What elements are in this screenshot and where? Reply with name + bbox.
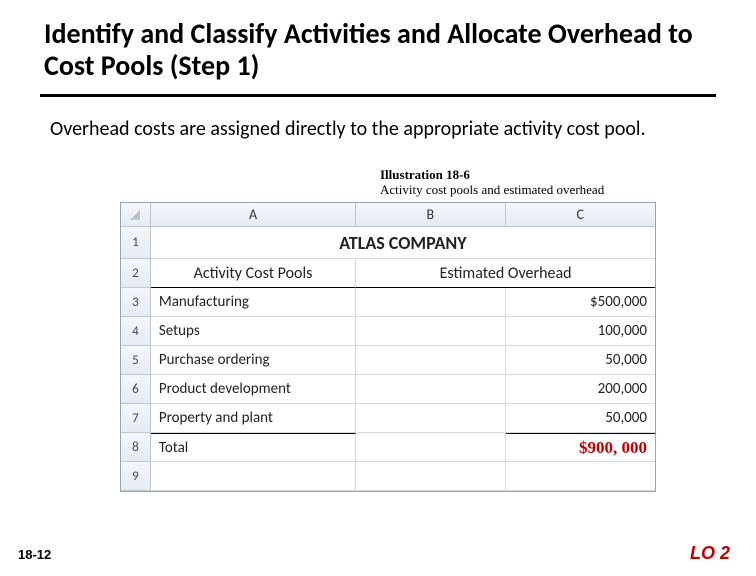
- learning-objective: LO 2: [690, 543, 730, 564]
- empty-cell: [506, 462, 655, 491]
- table-row-total: 8 Total $900, 000: [121, 433, 655, 462]
- table-row: 2 Activity Cost Pools Estimated Overhead: [121, 259, 655, 288]
- slide-title: Identify and Classify Activities and All…: [0, 0, 756, 90]
- illustration-desc: Activity cost pools and estimated overhe…: [380, 183, 604, 198]
- overhead-value: 100,000: [506, 317, 655, 346]
- col-header-a[interactable]: A: [151, 203, 356, 226]
- pool-name: Setups: [151, 317, 356, 346]
- table-row: 6 Product development 200,000: [121, 375, 655, 404]
- row-header[interactable]: 8: [121, 433, 151, 462]
- pool-name: Purchase ordering: [151, 346, 356, 375]
- select-all-corner[interactable]: [121, 203, 151, 226]
- table-row: 9: [121, 462, 655, 491]
- empty-cell: [356, 404, 505, 433]
- empty-cell: [356, 375, 505, 404]
- overhead-value: 50,000: [506, 404, 655, 433]
- column-header-row: A B C: [121, 203, 655, 227]
- column-label-overhead: Estimated Overhead: [356, 259, 655, 288]
- col-header-b[interactable]: B: [356, 203, 505, 226]
- empty-cell: [356, 288, 505, 317]
- page-number: 18-12: [18, 547, 51, 562]
- illustration-caption: Illustration 18-6 Activity cost pools an…: [380, 168, 604, 198]
- overhead-value: $500,000: [506, 288, 655, 317]
- row-header[interactable]: 5: [121, 346, 151, 375]
- pool-name: Property and plant: [151, 404, 356, 433]
- total-value: $900, 000: [506, 433, 655, 462]
- overhead-value: 200,000: [506, 375, 655, 404]
- table-row: 1 ATLAS COMPANY: [121, 227, 655, 259]
- empty-cell: [356, 433, 505, 462]
- table-row: 5 Purchase ordering 50,000: [121, 346, 655, 375]
- row-header[interactable]: 7: [121, 404, 151, 433]
- empty-cell: [356, 346, 505, 375]
- row-header[interactable]: 2: [121, 259, 151, 288]
- table-row: 4 Setups 100,000: [121, 317, 655, 346]
- column-label-pools: Activity Cost Pools: [151, 259, 356, 288]
- empty-cell: [151, 462, 356, 491]
- col-header-c[interactable]: C: [506, 203, 655, 226]
- total-label: Total: [151, 433, 356, 462]
- company-title: ATLAS COMPANY: [151, 227, 655, 259]
- pool-name: Manufacturing: [151, 288, 356, 317]
- row-header[interactable]: 6: [121, 375, 151, 404]
- pool-name: Product development: [151, 375, 356, 404]
- row-header[interactable]: 4: [121, 317, 151, 346]
- illustration-number: Illustration 18-6: [380, 168, 604, 183]
- empty-cell: [356, 462, 505, 491]
- body-text: Overhead costs are assigned directly to …: [0, 97, 756, 142]
- spreadsheet: A B C 1 ATLAS COMPANY 2 Activity Cost Po…: [120, 202, 656, 492]
- row-header[interactable]: 1: [121, 227, 151, 259]
- empty-cell: [356, 317, 505, 346]
- table-row: 3 Manufacturing $500,000: [121, 288, 655, 317]
- row-header[interactable]: 9: [121, 462, 151, 491]
- row-header[interactable]: 3: [121, 288, 151, 317]
- overhead-value: 50,000: [506, 346, 655, 375]
- table-row: 7 Property and plant 50,000: [121, 404, 655, 433]
